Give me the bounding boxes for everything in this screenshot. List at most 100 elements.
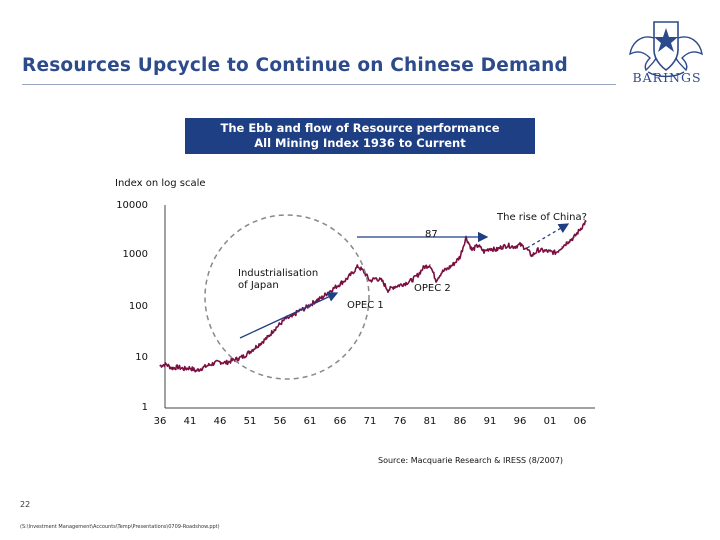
data-point [453, 263, 455, 265]
data-point [189, 367, 191, 369]
page-number: 22 [20, 500, 31, 509]
data-point [495, 249, 497, 251]
data-point [207, 364, 209, 366]
data-point [369, 280, 371, 282]
annotation-rise-of-china: The rise of China? [497, 212, 587, 223]
x-tick-label: 96 [513, 416, 527, 427]
left-wing-icon [629, 36, 659, 72]
x-tick-label: 71 [363, 416, 377, 427]
data-point [177, 366, 179, 368]
data-point [579, 228, 581, 230]
data-point [225, 362, 227, 364]
data-point [273, 329, 275, 331]
data-point [159, 365, 161, 367]
x-tick-label: 91 [483, 416, 497, 427]
banner-line-1: The Ebb and flow of Resource performance [220, 121, 500, 135]
annotation-japan-line-1: Industrialisation [238, 268, 319, 279]
data-point [357, 265, 359, 267]
data-point [393, 286, 395, 288]
annotation-industrialisation-japan: Industrialisation of Japan [238, 268, 318, 292]
data-point [387, 289, 389, 291]
data-point [375, 277, 377, 279]
data-point [351, 272, 353, 274]
data-point [219, 361, 221, 363]
x-tick-label: 51 [243, 416, 257, 427]
data-point [561, 246, 563, 248]
y-tick-label: 10 [135, 352, 148, 363]
data-point [243, 355, 245, 357]
right-wing-icon [673, 36, 703, 72]
file-path: (S:\Investment Management\Accounts\Temp\… [20, 524, 220, 530]
data-point [459, 256, 461, 258]
x-tick-label: 61 [303, 416, 317, 427]
data-point [171, 367, 173, 369]
x-tick-label: 56 [273, 416, 287, 427]
data-point [321, 297, 323, 299]
data-point [537, 249, 539, 251]
data-point [267, 336, 269, 338]
data-point [165, 363, 167, 365]
data-point [399, 284, 401, 286]
x-tick-label: 76 [393, 416, 407, 427]
data-point [543, 250, 545, 252]
x-tick-label: 81 [423, 416, 437, 427]
data-point [519, 244, 521, 246]
data-point [345, 278, 347, 281]
x-tick-label: 01 [543, 416, 557, 427]
data-point [333, 287, 335, 289]
data-point [231, 360, 233, 362]
data-point [327, 291, 329, 293]
y-tick-label: 10000 [116, 200, 148, 211]
data-point [405, 282, 407, 284]
data-point [237, 358, 239, 360]
y-tick-label: 1 [141, 402, 148, 413]
data-point [507, 244, 509, 246]
annotation-opec-1: OPEC 1 [347, 300, 384, 311]
banner-line-2: All Mining Index 1936 to Current [254, 136, 466, 150]
data-point [423, 266, 425, 268]
y-tick-label: 100 [128, 301, 148, 312]
slide-title: Resources Upcycle to Continue on Chinese… [22, 55, 568, 76]
annotation-japan-line-2: of Japan [238, 280, 279, 291]
data-point [183, 368, 185, 370]
data-point [213, 362, 215, 364]
logo-wordmark: BARINGS [632, 70, 702, 85]
japan-arrow [239, 292, 339, 339]
x-tick-label: 06 [573, 416, 587, 427]
source-note: Source: Macquarie Research & IRESS (8/20… [378, 456, 564, 465]
data-point [195, 370, 197, 372]
data-point [417, 274, 419, 276]
crest-base [647, 71, 685, 78]
data-point [513, 246, 515, 248]
barings-crest-logo [629, 21, 703, 78]
chart-title-banner: The Ebb and flow of Resource performance… [185, 118, 535, 154]
data-point [291, 316, 293, 318]
japan-highlight-circle [204, 214, 370, 380]
data-point [585, 220, 587, 222]
annotation-peak-87: 87 [425, 229, 438, 240]
x-tick-label: 36 [153, 416, 167, 427]
data-point [477, 244, 479, 246]
data-point [411, 279, 413, 281]
data-point [435, 279, 437, 281]
title-divider [22, 84, 616, 85]
x-tick-label: 66 [333, 416, 347, 427]
data-point [285, 317, 287, 320]
star-icon [654, 28, 678, 52]
data-point [531, 255, 533, 257]
x-tick-label: 41 [183, 416, 197, 427]
data-point [429, 264, 431, 266]
x-tick-label: 46 [213, 416, 227, 427]
data-point [447, 267, 449, 270]
annotation-opec-2: OPEC 2 [414, 283, 451, 294]
series-line-all-mining-index [159, 220, 587, 373]
data-point [555, 252, 557, 254]
data-point [573, 236, 575, 238]
data-point [315, 300, 317, 302]
data-point [549, 251, 551, 253]
data-point [489, 247, 491, 249]
x-tick-label: 86 [453, 416, 467, 427]
data-point [261, 341, 263, 343]
data-point [201, 367, 203, 369]
data-point [483, 251, 485, 253]
